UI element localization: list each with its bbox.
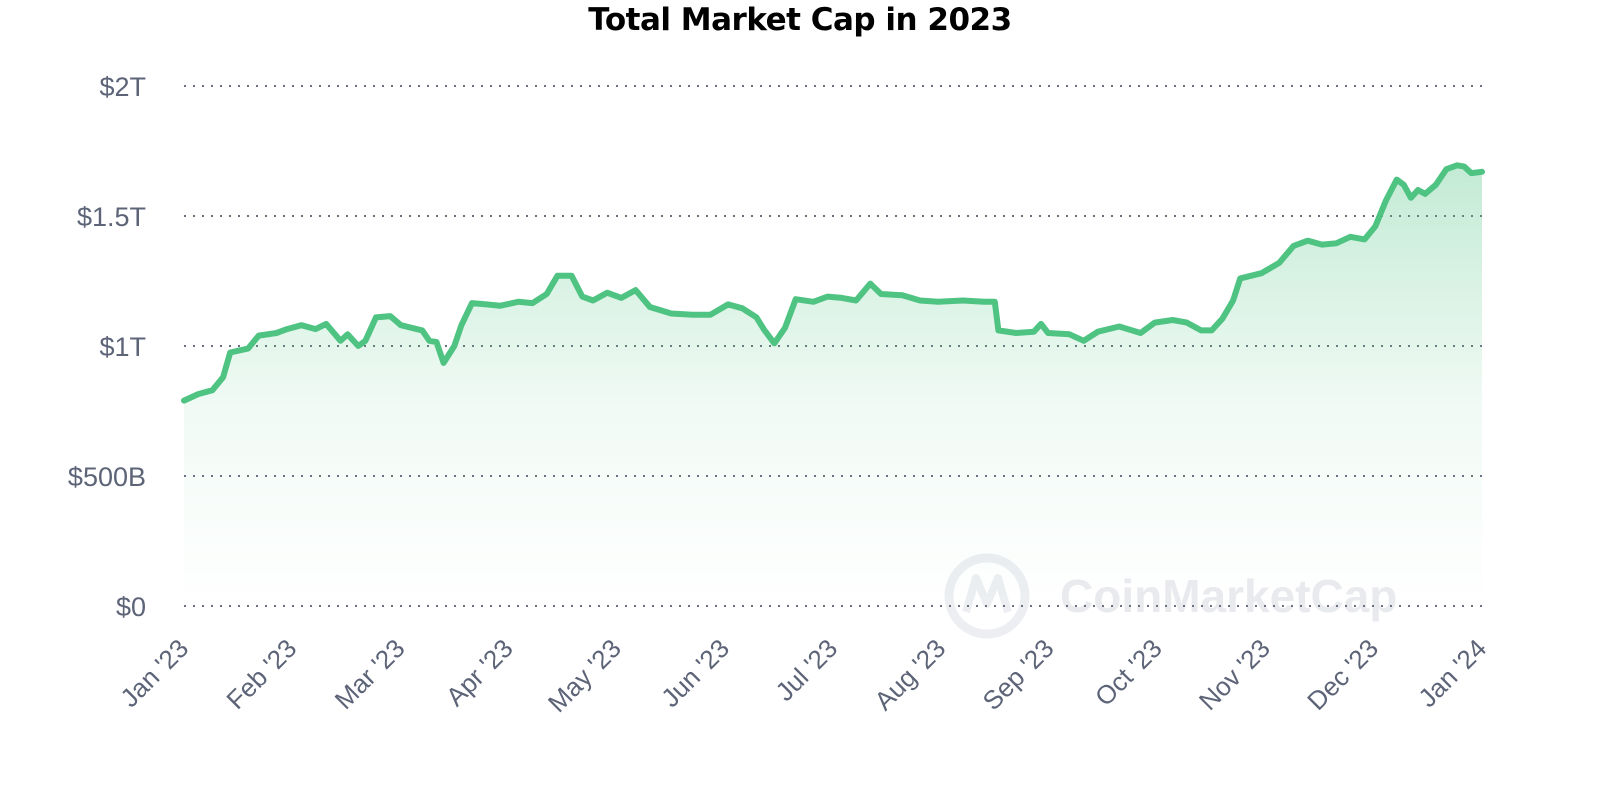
x-tick-label: Sep '23 (977, 633, 1060, 716)
area-fill (184, 165, 1482, 607)
x-tick-label: May '23 (542, 633, 627, 718)
y-tick-label: $2T (99, 72, 146, 102)
x-tick-label: Jun '23 (655, 633, 735, 713)
y-tick-label: $0 (116, 592, 146, 622)
x-tick-label: Jan '24 (1412, 633, 1492, 713)
chart-title: Total Market Cap in 2023 (588, 2, 1012, 38)
x-tick-label: Jan '23 (114, 633, 194, 713)
x-tick-label: Nov '23 (1193, 633, 1276, 716)
x-tick-label: Apr '23 (440, 633, 519, 712)
x-tick-label: Jul '23 (769, 633, 843, 707)
y-tick-label: $1T (99, 332, 146, 362)
y-tick-label: $1.5T (77, 202, 146, 232)
x-tick-label: Aug '23 (868, 633, 951, 716)
series-line (181, 162, 1485, 404)
x-tick-label: Dec '23 (1301, 633, 1384, 716)
y-tick-label: $500B (68, 462, 146, 492)
x-axis: Jan '23 Feb '23 Mar '23 Apr '23 May '23 Jun '… (114, 633, 1492, 718)
x-tick-label: Oct '23 (1089, 633, 1168, 712)
x-tick-label: Feb '23 (220, 633, 302, 715)
area-layer (184, 165, 1482, 607)
line-layer (181, 162, 1485, 404)
x-tick-label: Mar '23 (329, 633, 411, 715)
y-axis: $0 $500B $1T $1.5T $2T (68, 72, 146, 622)
